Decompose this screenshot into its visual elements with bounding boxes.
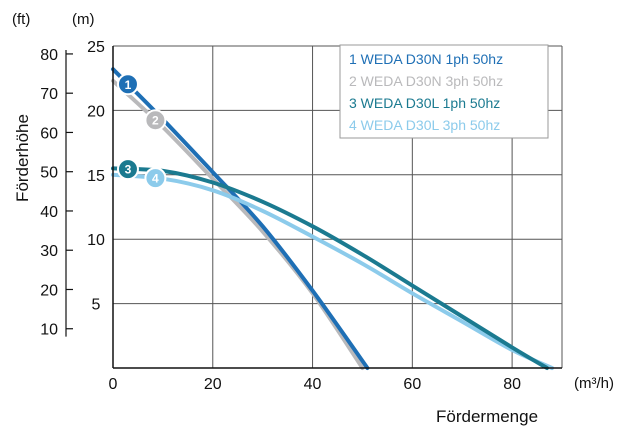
badge-label: 2 [152, 114, 159, 128]
y-tick-label-ft: 80 [40, 47, 58, 64]
series-2-badge: 2 [144, 109, 167, 132]
badge-circle [116, 73, 139, 96]
y-axis-title: Förderhöhe [13, 114, 32, 202]
series-3-line [111, 166, 549, 370]
x-unit: (m³/h) [574, 375, 614, 392]
series-badges: 1 2 3 4 [116, 73, 167, 190]
y-tick-label-ft: 10 [40, 322, 58, 339]
x-tick-label: 20 [204, 376, 222, 393]
legend-entry-4: 4 WEDA D30L 3ph 50hz [349, 117, 500, 133]
badge-circle [116, 158, 139, 181]
x-tick-label: 40 [304, 376, 322, 393]
legend-entry-2: 2 WEDA D30N 3ph 50hz [349, 73, 503, 89]
x-tick-label: 60 [403, 376, 421, 393]
y-tick-label-ft: 60 [40, 125, 58, 142]
series-3-badge: 3 [116, 158, 139, 181]
axes: 0 20 40 60 80 5 10 15 20 25 10 20 30 40 50 60 70 80 [40, 39, 562, 393]
y-unit-ft: (ft) [12, 11, 30, 28]
x-axis-title: Fördermenge [436, 407, 538, 426]
y-unit-m: (m) [72, 11, 95, 28]
y-tick-label-m: 25 [87, 39, 105, 56]
y-tick-label-ft: 40 [40, 204, 58, 221]
y-tick-label-m: 15 [87, 168, 105, 185]
legend-entry-3: 3 WEDA D30L 1ph 50hz [349, 95, 500, 111]
y-tick-label-m: 10 [87, 232, 105, 249]
series-4-line [111, 172, 554, 370]
series-4-badge: 4 [144, 167, 167, 190]
legend-box [339, 44, 549, 139]
y-tick-label-ft: 20 [40, 282, 58, 299]
legend: 1 WEDA D30N 1ph 50hz 2 WEDA D30N 3ph 50h… [339, 44, 549, 139]
y-tick-label-ft: 70 [40, 86, 58, 103]
y-tick-label-m: 20 [87, 103, 105, 120]
y-tick-label-ft: 30 [40, 243, 58, 260]
legend-entry-1: 1 WEDA D30N 1ph 50hz [349, 51, 503, 67]
x-tick-label: 0 [109, 376, 118, 393]
y-tick-label-ft: 50 [40, 165, 58, 182]
y-tick-label-m: 5 [92, 297, 101, 314]
badge-circle [144, 109, 167, 132]
x-tick-label: 80 [503, 376, 521, 393]
badge-label: 3 [125, 163, 132, 177]
badge-circle [144, 167, 167, 190]
badge-label: 1 [125, 78, 132, 92]
badge-label: 4 [152, 172, 159, 186]
series-1-badge: 1 [116, 73, 139, 96]
